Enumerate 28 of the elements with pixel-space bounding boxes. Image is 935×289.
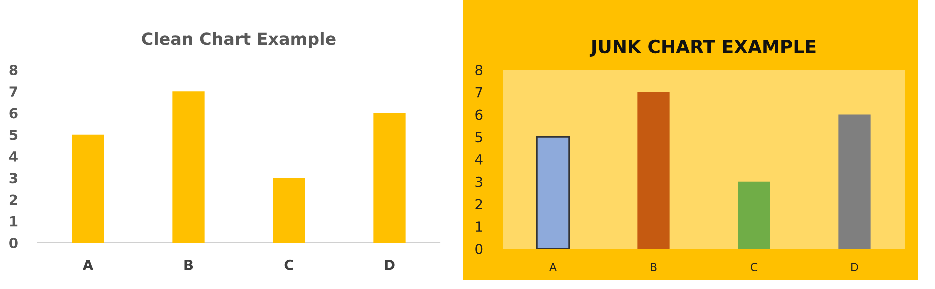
x-tick-label: C	[750, 263, 758, 272]
y-tick-label: 5	[476, 132, 482, 143]
y-tick-label: 7	[476, 88, 482, 98]
y-tick-label: 0	[10, 238, 18, 248]
y-tick-label: 0	[476, 244, 483, 254]
y-tick-label: 1	[10, 216, 18, 227]
y-tick-label: 4	[475, 154, 483, 165]
y-tick-label: 5	[10, 130, 18, 140]
y-tick-label: 1	[476, 222, 482, 232]
y-tick-label: 6	[476, 110, 483, 120]
y-tick-label: 8	[10, 64, 18, 76]
y-tick-label: 4	[10, 152, 18, 162]
x-tick-label: A	[550, 263, 557, 272]
x-tick-label: B	[184, 260, 194, 270]
y-tick-label: 3	[10, 173, 18, 184]
chart-title: Clean Chart Example	[142, 32, 336, 48]
x-tick-label: B	[651, 263, 657, 272]
y-tick-label: 6	[10, 108, 18, 119]
chart-title: JUNK CHART EXAMPLE	[590, 40, 816, 57]
x-tick-label: A	[82, 260, 94, 270]
x-tick-label: D	[385, 260, 395, 270]
x-tick-label: D	[852, 263, 858, 272]
x-tick-label: C	[284, 260, 294, 270]
y-tick-label: 7	[10, 86, 18, 97]
y-tick-label: 2	[476, 199, 482, 210]
y-tick-label: 8	[476, 64, 483, 76]
y-tick-label: 2	[10, 194, 18, 206]
y-tick-label: 3	[476, 176, 482, 188]
